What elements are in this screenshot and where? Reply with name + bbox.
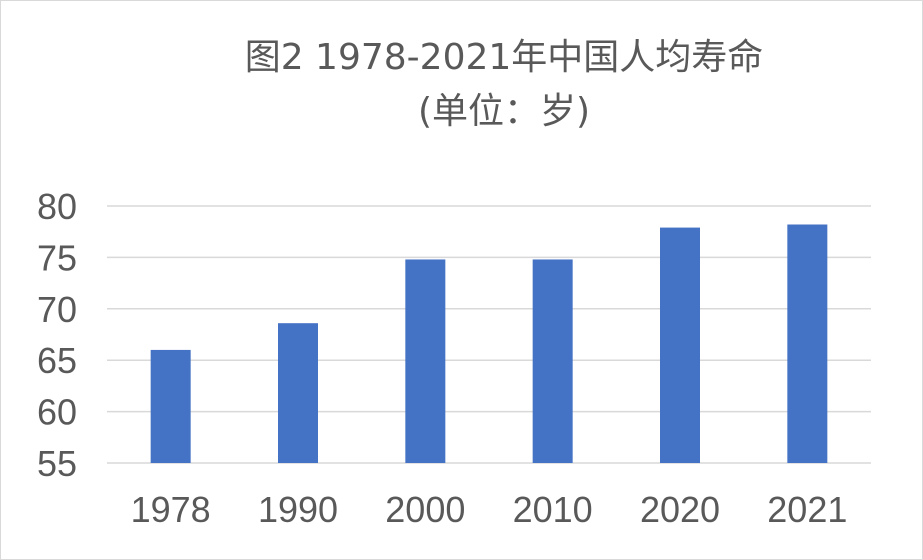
y-tick-label: 65 (37, 340, 77, 381)
bar (660, 227, 700, 463)
y-tick-label: 55 (37, 443, 77, 484)
bar (532, 259, 573, 463)
bar (150, 349, 191, 463)
y-tick-label: 75 (37, 237, 77, 278)
x-tick-label: 2000 (385, 489, 465, 530)
bar (405, 259, 446, 463)
chart-title: 图2 1978-2021年中国人均寿命 (244, 37, 764, 78)
x-tick-label: 1978 (131, 489, 211, 530)
x-tick-label: 2020 (640, 489, 720, 530)
y-tick-label: 60 (37, 392, 77, 433)
x-tick-label: 2021 (767, 489, 847, 530)
y-tick-label: 80 (37, 186, 77, 227)
x-tick-label: 1990 (258, 489, 338, 530)
bar (787, 224, 828, 463)
bar (278, 323, 318, 463)
chart-title-block: 图2 1978-2021年中国人均寿命 (单位：岁) (1, 31, 923, 139)
y-tick-label: 70 (37, 289, 77, 330)
chart-subtitle: (单位：岁) (417, 91, 591, 132)
x-tick-label: 2010 (513, 489, 593, 530)
